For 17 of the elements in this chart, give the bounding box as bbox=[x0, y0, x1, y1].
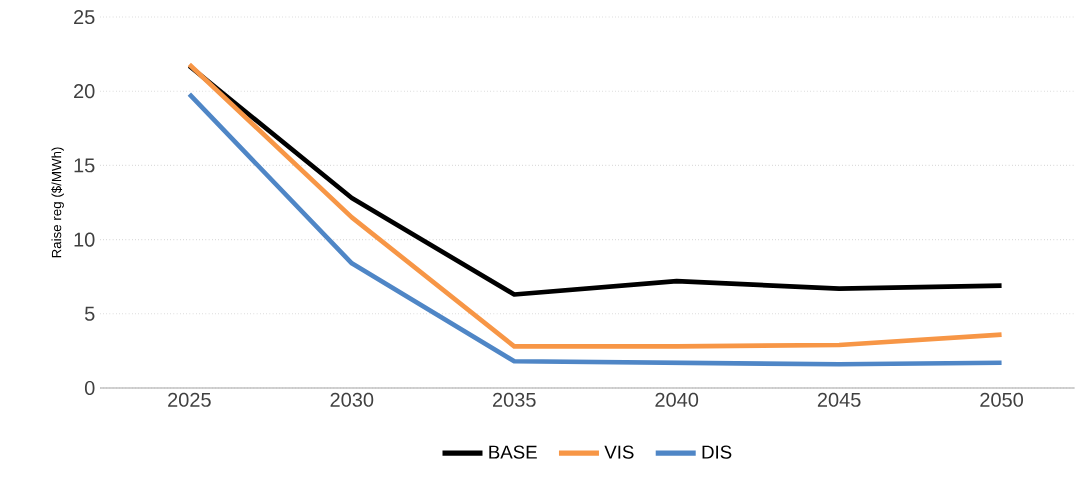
y-tick-label: 5 bbox=[84, 306, 95, 321]
x-tick-label: 2045 bbox=[817, 392, 861, 407]
x-tick-label: 2025 bbox=[168, 392, 211, 407]
y-axis-title: Raise reg ($/MWh) bbox=[51, 147, 64, 258]
x-tick-label: 2040 bbox=[655, 392, 699, 407]
y-tick-label: 10 bbox=[74, 232, 95, 247]
y-tick-label: 15 bbox=[74, 158, 95, 173]
legend-label: DIS bbox=[702, 445, 732, 459]
x-tick-label: 2050 bbox=[980, 392, 1024, 407]
y-tick-label: 0 bbox=[84, 380, 95, 396]
legend-label: BASE bbox=[489, 445, 537, 459]
y-tick-label: 25 bbox=[74, 9, 95, 25]
x-tick-label: 2035 bbox=[493, 392, 536, 407]
line-series bbox=[187, 62, 1004, 349]
x-tick-label: 2030 bbox=[330, 392, 374, 407]
y-tick-label: 20 bbox=[74, 84, 95, 99]
legend-label: VIS bbox=[604, 445, 634, 459]
